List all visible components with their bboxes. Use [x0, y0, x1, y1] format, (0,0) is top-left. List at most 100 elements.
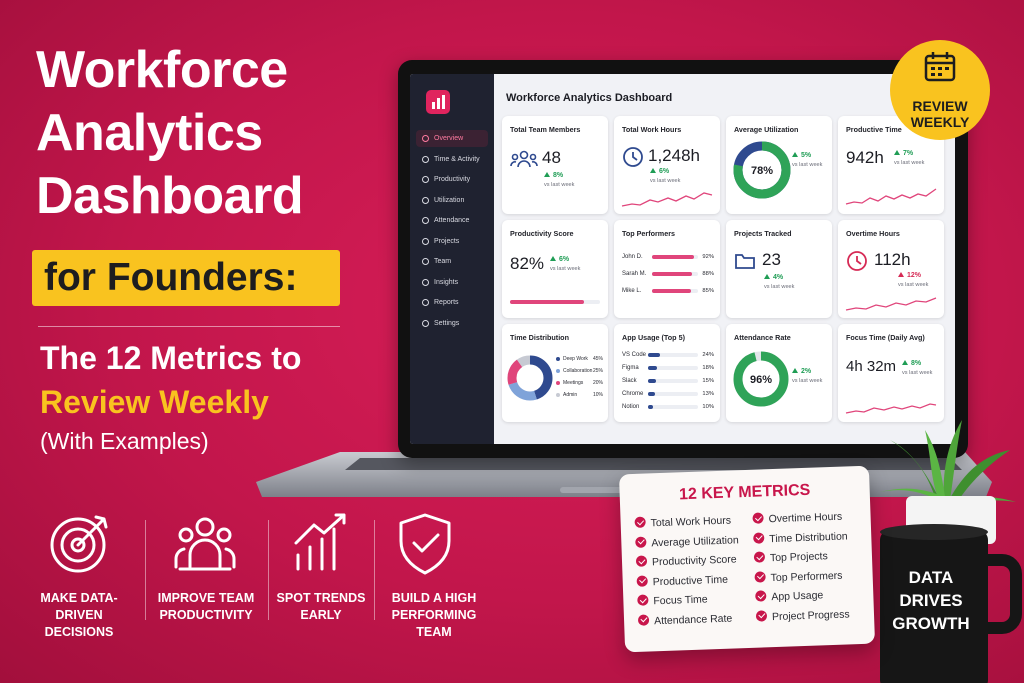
- change-text: 5%: [801, 152, 812, 159]
- badge-line: WEEKLY: [910, 114, 970, 130]
- key-metric: Focus Time: [637, 593, 708, 607]
- metric-value: 112h: [874, 250, 911, 269]
- metric-value: 82%: [510, 254, 545, 273]
- metric-note: vs last week: [764, 284, 795, 290]
- nav-item: Team: [416, 253, 488, 270]
- metric-value: 1,248h: [648, 146, 700, 165]
- metric-note: vs last week: [792, 162, 823, 168]
- bar: [648, 366, 657, 370]
- check-icon: [635, 555, 648, 567]
- donut: 96%: [733, 351, 789, 407]
- check-icon: [755, 590, 767, 602]
- badge: [890, 40, 990, 140]
- folder-icon: [735, 254, 755, 269]
- metric-change: 6%: [650, 168, 669, 175]
- app-share: 18%: [702, 365, 714, 371]
- benefit-line: IMPROVE TEAM: [157, 591, 255, 605]
- app-share: 10%: [702, 404, 714, 410]
- title-line: Analytics: [36, 104, 263, 162]
- bar: [652, 272, 693, 276]
- nav-item: Productivity: [416, 171, 488, 188]
- nav-icon: [422, 278, 429, 286]
- metric-value: 4h 32m: [846, 358, 897, 375]
- nav-label: Utilization: [434, 196, 465, 204]
- sparkline: [845, 297, 937, 311]
- key-metric: App Usage: [755, 589, 823, 603]
- app-name: Notion: [622, 404, 640, 410]
- subtitle: The 12 Metrics to: [40, 340, 302, 376]
- metric-value: 23: [762, 250, 781, 269]
- metric-note: vs last week: [550, 266, 581, 272]
- nav-label: Insights: [434, 278, 459, 286]
- nav-item: Attendance: [416, 212, 488, 229]
- legend-label: Collaboration: [563, 368, 593, 374]
- nav-icon: [422, 155, 429, 163]
- legend-dot: [556, 369, 560, 373]
- badge-line: REVIEW: [912, 98, 968, 114]
- bar-track: [652, 289, 698, 293]
- donut-center: 96%: [750, 374, 772, 386]
- bar-track: [648, 366, 698, 370]
- key-metric: Productivity Score: [635, 553, 737, 568]
- app-name: Chrome: [622, 391, 644, 397]
- nav-icon: [422, 319, 429, 327]
- card-label: Total Team Members: [510, 125, 581, 134]
- key-metric: Project Progress: [755, 608, 850, 623]
- sidebar: Overview Time & Activity Productivity Utili…: [410, 74, 494, 444]
- change-text: 4%: [773, 274, 784, 281]
- card: Total Team Members 48 8% vs last week: [502, 116, 608, 214]
- bar-track: [648, 392, 698, 396]
- nav-icon: [422, 176, 429, 183]
- nav-label: Settings: [434, 319, 460, 327]
- check-icon: [753, 531, 765, 544]
- performer-score: 88%: [702, 271, 714, 277]
- mug-line: DRIVES: [899, 591, 963, 610]
- mug-line: GROWTH: [892, 614, 970, 633]
- metric-note: vs last week: [792, 378, 823, 384]
- check-icon: [637, 594, 649, 606]
- card: Focus Time (Daily Avg) 4h 32m 8% vs last…: [838, 324, 944, 422]
- card-label: Productive Time: [846, 125, 902, 134]
- nav-label: Overview: [434, 135, 464, 142]
- card: Overtime Hours 112h 12% vs last week: [838, 220, 944, 318]
- key-metric: Overtime Hours: [752, 511, 842, 525]
- donut: 78%: [733, 141, 791, 199]
- app-share: 13%: [702, 391, 714, 397]
- check-icon: [635, 536, 647, 548]
- nav-icon: [422, 258, 429, 265]
- benefit-line: PRODUCTIVITY: [159, 608, 253, 622]
- card-label: Focus Time (Daily Avg): [846, 333, 925, 342]
- bar-track: [510, 300, 600, 304]
- change-text: 12%: [907, 272, 922, 279]
- benefit-line: SPOT TRENDS: [276, 591, 366, 605]
- app-share: 24%: [702, 352, 714, 358]
- benefit-line: PERFORMING TEAM: [391, 608, 477, 639]
- check-icon: [636, 574, 648, 587]
- title-line: Workforce: [36, 41, 288, 99]
- subtitle-highlight: Review Weekly: [40, 384, 269, 420]
- bar: [648, 353, 660, 357]
- card-label: Time Distribution: [510, 333, 569, 342]
- key-metric: Top Projects: [753, 550, 828, 564]
- legend-label: Meetings: [563, 380, 584, 386]
- legend-value: 45%: [592, 356, 603, 362]
- card-label: Overtime Hours: [846, 229, 900, 238]
- change-text: 8%: [911, 360, 922, 367]
- sparkline: [845, 188, 937, 205]
- performer-score: 92%: [702, 254, 714, 260]
- card: Productivity Score 82% 6% vs last week: [502, 220, 608, 318]
- nav-item: Settings: [416, 315, 488, 332]
- bar-track: [648, 379, 698, 383]
- app-name: Slack: [622, 378, 637, 384]
- donut-segment: [733, 351, 789, 407]
- legend-value: 25%: [592, 368, 603, 374]
- card-label: Total Work Hours: [622, 125, 682, 134]
- legend-dot: [556, 393, 560, 397]
- bar-track: [648, 353, 698, 357]
- change-text: 8%: [553, 172, 564, 179]
- benefit-line: EARLY: [300, 608, 342, 622]
- subtitle-note: (With Examples): [40, 428, 209, 454]
- card: Total Work Hours 1,248h 6% vs last week: [614, 116, 720, 214]
- legend-label: Deep Work: [563, 356, 588, 362]
- plant-and-mug: [880, 420, 1022, 683]
